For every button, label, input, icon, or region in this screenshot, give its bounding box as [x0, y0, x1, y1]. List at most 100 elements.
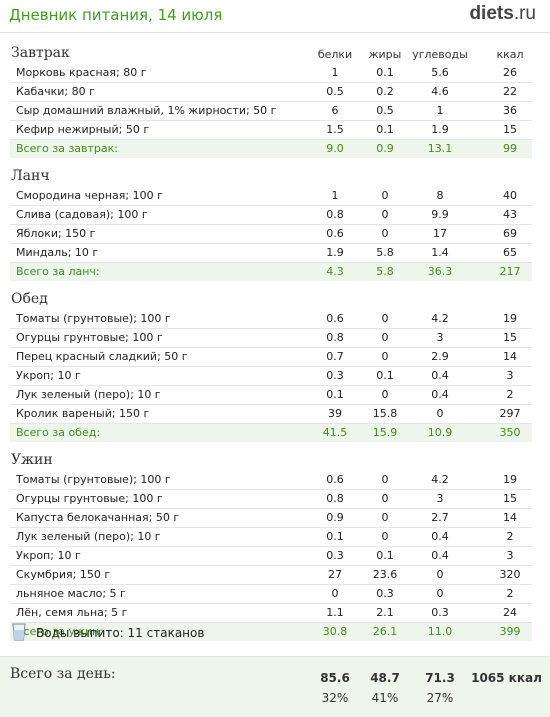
food-name: Томаты (грунтовые); 100 г	[16, 312, 171, 325]
food-row: Лён, семя льна; 5 г 1.1 2.1 0.3 24	[10, 604, 532, 623]
food-value: 4.2	[431, 312, 449, 325]
food-value: 0.1	[376, 549, 394, 562]
food-value: 0	[436, 407, 444, 420]
meal-header: Ланч	[0, 167, 550, 187]
food-value: 0.6	[326, 312, 344, 325]
food-row: Томаты (грунтовые); 100 г 0.6 0 4.2 19	[10, 471, 532, 490]
food-value: 9.9	[431, 208, 449, 221]
meal-total-value: 9.0	[326, 142, 344, 155]
food-name: Скумбрия; 150 г	[16, 568, 111, 581]
meal-total-value: 26.1	[372, 625, 398, 638]
food-value: 0.3	[431, 606, 449, 619]
food-value: 2.7	[431, 511, 449, 524]
food-value: 0	[381, 388, 389, 401]
food-value: 0.6	[326, 473, 344, 486]
food-value: 0	[381, 208, 389, 221]
food-value: 0.4	[431, 388, 449, 401]
column-header: ккал	[496, 48, 524, 61]
food-row: Томаты (грунтовые); 100 г 0.6 0 4.2 19	[10, 310, 532, 329]
food-value: 14	[503, 511, 517, 524]
food-row: Укроп; 10 г 0.3 0.1 0.4 3	[10, 367, 532, 386]
food-value: 2	[506, 587, 514, 600]
food-value: 24	[503, 606, 517, 619]
food-value: 0	[381, 312, 389, 325]
food-value: 0.1	[376, 369, 394, 382]
meal-total-label: Всего за ланч:	[16, 265, 100, 278]
food-row: Сыр домашний влажный, 1% жирности; 50 г 6…	[10, 102, 532, 121]
day-total: Всего за день: 85.6 48.7 71.3 1065 ккал …	[0, 656, 550, 717]
meal-total-value: 399	[499, 625, 521, 638]
food-value: 0	[381, 492, 389, 505]
food-name: льняное масло; 5 г	[16, 587, 126, 600]
food-value: 3	[436, 331, 444, 344]
food-value: 15	[503, 123, 517, 136]
food-name: Смородина черная; 100 г	[16, 189, 163, 202]
section-gap	[0, 158, 550, 167]
food-value: 0.1	[376, 66, 394, 79]
food-value: 1.4	[431, 246, 449, 259]
food-row: Морковь красная; 80 г 1 0.1 5.6 26	[10, 64, 532, 83]
food-value: 3	[506, 369, 514, 382]
food-value: 0	[381, 350, 389, 363]
column-header: углеводы	[412, 48, 468, 61]
food-row: Яблоки; 150 г 0.6 0 17 69	[10, 225, 532, 244]
day-fat: 48.7	[370, 671, 400, 685]
day-fat-pct: 41%	[371, 691, 399, 705]
food-value: 1.1	[326, 606, 344, 619]
food-value: 0	[436, 568, 444, 581]
food-value: 2	[506, 388, 514, 401]
day-carbs-pct: 27%	[426, 691, 454, 705]
food-name: Лук зеленый (перо); 10 г	[16, 530, 161, 543]
page-header: Дневник питания, 14 июля diets.ru	[0, 0, 550, 33]
food-name: Морковь красная; 80 г	[16, 66, 147, 79]
food-value: 69	[503, 227, 517, 240]
day-protein: 85.6	[320, 671, 350, 685]
meal-section: Ужин Томаты (грунтовые); 100 г 0.6 0 4.2 19 Ог…	[0, 451, 550, 650]
food-value: 1	[331, 66, 339, 79]
diary-content: Завтрак белки жиры углеводы ккал Морковь крас…	[0, 44, 550, 650]
food-value: 4.6	[431, 85, 449, 98]
site-logo[interactable]: diets.ru	[469, 3, 536, 25]
food-value: 22	[503, 85, 517, 98]
food-value: 2.9	[431, 350, 449, 363]
food-name: Лён, семя льна; 5 г	[16, 606, 128, 619]
meal-total-value: 13.1	[427, 142, 453, 155]
food-value: 17	[433, 227, 447, 240]
food-value: 1.9	[431, 123, 449, 136]
food-row: Огурцы грунтовые; 100 г 0.8 0 3 15	[10, 490, 532, 509]
meal-total-label: Всего за завтрак:	[16, 142, 119, 155]
food-value: 0.4	[431, 549, 449, 562]
food-value: 297	[499, 407, 521, 420]
meal-total-value: 99	[503, 142, 517, 155]
food-row: Огурцы грунтовые; 100 г 0.8 0 3 15	[10, 329, 532, 348]
food-value: 1	[331, 189, 339, 202]
food-value: 0	[381, 473, 389, 486]
day-total-label: Всего за день:	[10, 666, 116, 682]
meal-total-value: 0.9	[376, 142, 394, 155]
food-name: Лук зеленый (перо); 10 г	[16, 388, 161, 401]
food-value: 8	[436, 189, 444, 202]
section-gap	[0, 281, 550, 290]
food-value: 3	[506, 549, 514, 562]
food-value: 43	[503, 208, 517, 221]
water-summary: Воды выпито: 11 стаканов	[10, 622, 410, 644]
food-name: Укроп; 10 г	[16, 369, 81, 382]
meal-total-row: Всего за завтрак: 9.0 0.9 13.1 99	[10, 140, 532, 158]
food-row: Укроп; 10 г 0.3 0.1 0.4 3	[10, 547, 532, 566]
meal-section: Ланч Смородина черная; 100 г 1 0 8 40 Слива (с…	[0, 167, 550, 290]
food-name: Томаты (грунтовые); 100 г	[16, 473, 171, 486]
meal-total-value: 36.3	[427, 265, 453, 278]
food-value: 0	[381, 511, 389, 524]
column-header: белки	[317, 48, 353, 61]
food-name: Миндаль; 10 г	[16, 246, 99, 259]
food-row: Слива (садовая); 100 г 0.8 0 9.9 43	[10, 206, 532, 225]
meal-title: Ужин	[11, 452, 53, 468]
food-value: 65	[503, 246, 517, 259]
food-value: 0	[381, 331, 389, 344]
food-value: 0	[331, 587, 339, 600]
meal-total-row: Всего за обед: 41.5 15.9 10.9 350	[10, 424, 532, 442]
meal-total-row: Всего за ужин: 30.8 26.1 11.0 399	[10, 623, 532, 641]
food-value: 0.4	[431, 369, 449, 382]
food-value: 5.6	[431, 66, 449, 79]
food-value: 15.8	[372, 407, 398, 420]
